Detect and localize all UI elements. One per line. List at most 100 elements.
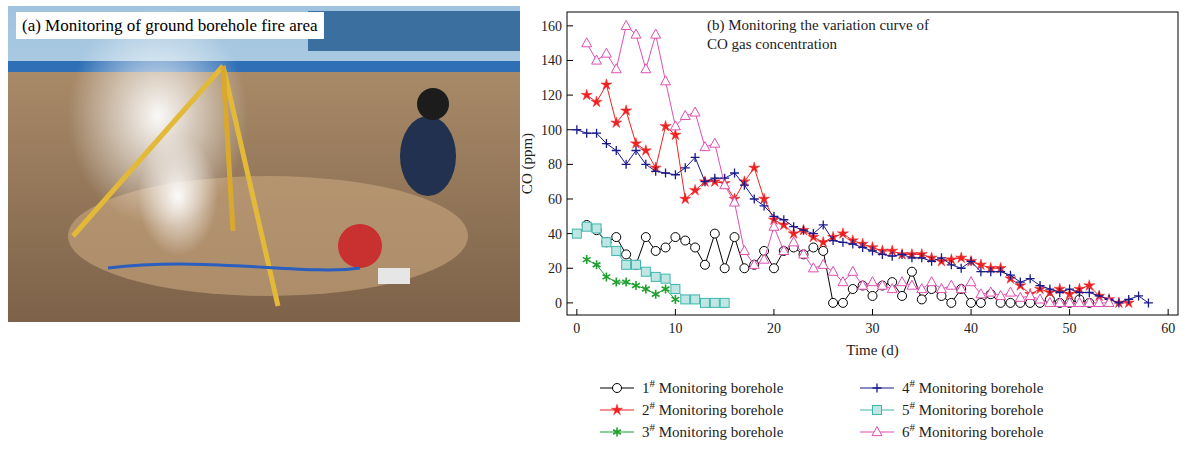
y-tick-label: 80 xyxy=(548,157,562,172)
marker xyxy=(710,174,719,183)
marker xyxy=(976,298,985,307)
marker xyxy=(917,284,927,293)
x-tick xyxy=(971,309,972,315)
legend-marker xyxy=(872,427,882,436)
legend: 1# Monitoring borehole2# Monitoring bore… xyxy=(600,377,1044,440)
marker xyxy=(1016,278,1025,287)
photo-caption-box xyxy=(16,12,324,39)
marker xyxy=(730,233,739,242)
legend-label-part: 2 xyxy=(642,402,650,418)
marker xyxy=(789,222,798,231)
marker xyxy=(720,298,729,307)
marker xyxy=(730,169,739,178)
y-tick xyxy=(567,95,573,96)
photo-caption: (a) Monitoring of ground borehole fire a… xyxy=(22,16,318,35)
marker xyxy=(621,105,632,116)
marker xyxy=(750,194,759,203)
photo-reel xyxy=(338,224,382,268)
x-tick-label: 60 xyxy=(1161,321,1175,336)
marker xyxy=(651,272,660,281)
marker xyxy=(651,167,660,176)
marker xyxy=(898,291,907,300)
marker xyxy=(819,246,828,255)
marker xyxy=(612,246,621,255)
marker xyxy=(1035,294,1045,303)
marker xyxy=(1065,297,1075,306)
marker xyxy=(1036,281,1045,290)
marker xyxy=(740,181,749,190)
legend-marker xyxy=(611,404,622,415)
y-axis-title: CO (ppm) xyxy=(519,133,536,194)
marker xyxy=(601,79,612,90)
legend-marker xyxy=(873,384,882,393)
photo-tripod xyxy=(73,66,223,236)
legend-label-part: Monitoring borehole xyxy=(655,424,784,440)
marker xyxy=(691,153,700,162)
marker xyxy=(710,138,720,147)
marker xyxy=(1026,274,1035,283)
y-tick xyxy=(567,60,573,61)
marker xyxy=(690,184,701,195)
marker xyxy=(611,64,621,73)
marker xyxy=(710,229,719,238)
marker xyxy=(868,291,877,300)
marker xyxy=(986,287,996,296)
marker xyxy=(848,266,858,275)
legend-label-part: 3 xyxy=(642,424,650,440)
photo-smoke xyxy=(138,136,218,256)
marker xyxy=(798,224,809,235)
marker xyxy=(651,29,661,38)
marker xyxy=(591,96,602,107)
marker xyxy=(572,125,581,134)
marker xyxy=(662,285,670,294)
marker xyxy=(868,246,877,255)
marker xyxy=(897,249,908,260)
marker xyxy=(631,260,640,269)
marker xyxy=(700,142,710,151)
marker xyxy=(740,264,749,273)
marker xyxy=(858,281,867,290)
marker xyxy=(631,146,640,155)
marker xyxy=(956,284,966,293)
marker xyxy=(661,274,670,283)
series-line xyxy=(577,227,725,303)
marker xyxy=(927,257,936,266)
marker xyxy=(602,139,611,148)
marker xyxy=(700,177,709,186)
legend-label-part: Monitoring borehole xyxy=(915,402,1044,418)
x-tick xyxy=(872,309,873,315)
marker xyxy=(1045,297,1055,306)
marker xyxy=(1085,298,1094,307)
marker xyxy=(612,233,621,242)
marker xyxy=(937,284,947,293)
legend-label-part: Monitoring borehole xyxy=(915,424,1044,440)
legend-label-part: Monitoring borehole xyxy=(655,402,784,418)
marker xyxy=(603,272,611,281)
marker xyxy=(739,246,749,255)
marker xyxy=(720,264,729,273)
marker xyxy=(1085,288,1094,297)
legend-label: 1# Monitoring borehole xyxy=(642,377,784,396)
marker xyxy=(750,260,759,269)
marker xyxy=(622,160,631,169)
marker xyxy=(838,277,848,286)
marker xyxy=(1075,288,1084,297)
marker xyxy=(641,160,650,169)
marker xyxy=(760,201,769,210)
y-tick-label: 40 xyxy=(548,227,562,242)
series-line xyxy=(587,85,1129,303)
marker xyxy=(661,76,671,85)
marker xyxy=(917,295,926,304)
marker xyxy=(917,253,926,262)
marker xyxy=(681,163,690,172)
y-tick-label: 20 xyxy=(548,261,562,276)
marker xyxy=(838,238,847,247)
marker xyxy=(1015,292,1025,301)
marker xyxy=(769,264,778,273)
y-tick-label: 160 xyxy=(541,19,562,34)
marker xyxy=(661,169,670,178)
x-axis-title: Time (d) xyxy=(846,342,898,359)
marker xyxy=(1025,288,1036,299)
marker xyxy=(907,267,916,276)
marker xyxy=(878,250,887,259)
